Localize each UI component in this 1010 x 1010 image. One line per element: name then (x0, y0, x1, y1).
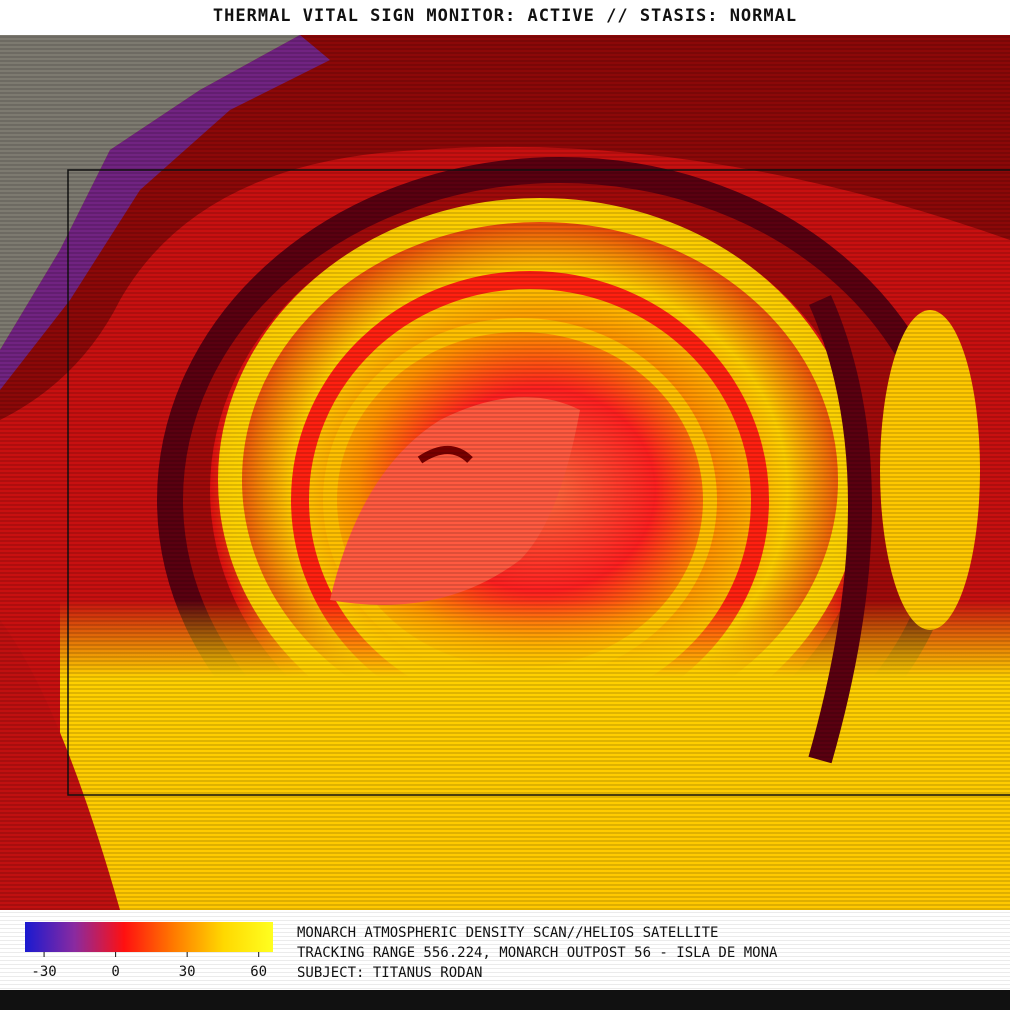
caption-line: SUBJECT: TITANUS RODAN (297, 965, 482, 981)
colorbar-tick-label: 60 (250, 964, 267, 980)
caption: MONARCH ATMOSPHERIC DENSITY SCAN//HELIOS… (297, 925, 778, 981)
colorbar (25, 922, 273, 952)
header-bar (0, 0, 1010, 35)
caption-line: MONARCH ATMOSPHERIC DENSITY SCAN//HELIOS… (297, 925, 718, 941)
thermal-image (0, 35, 1010, 910)
colorbar-tick-label: 30 (179, 964, 196, 980)
colorbar-tick-label: 0 (111, 964, 119, 980)
caption-line: TRACKING RANGE 556.224, MONARCH OUTPOST … (297, 945, 778, 961)
colorbar-tick-label: -30 (31, 964, 56, 980)
footer-strip (0, 990, 1010, 1010)
header-title: THERMAL VITAL SIGN MONITOR: ACTIVE // ST… (213, 6, 797, 26)
